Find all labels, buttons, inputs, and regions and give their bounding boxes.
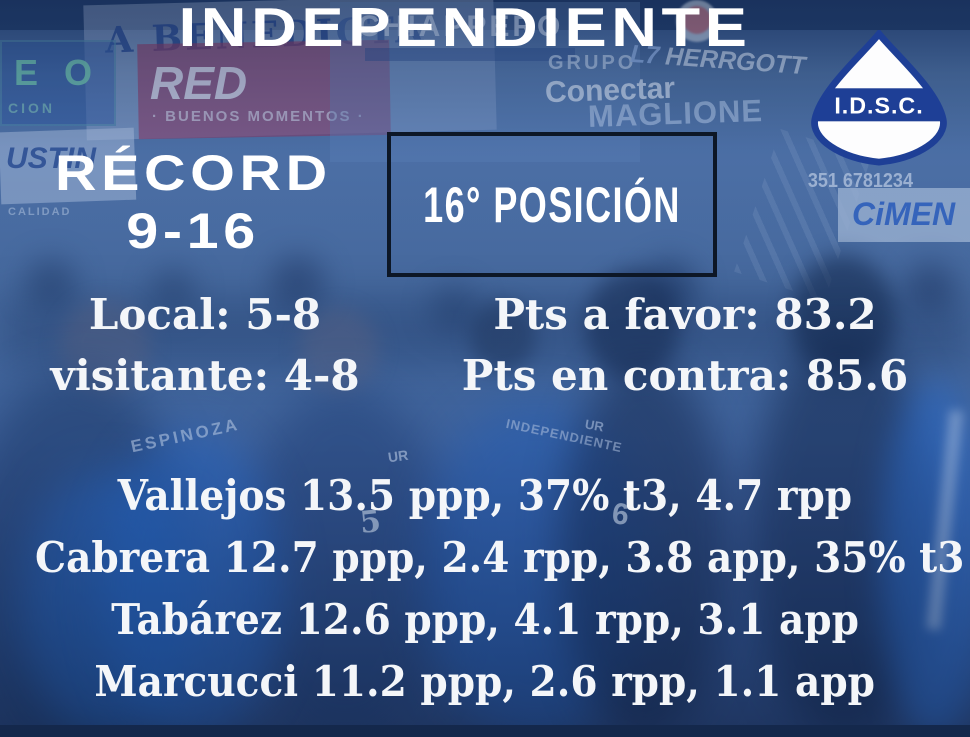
crowd-head <box>150 268 196 314</box>
sponsor-text-calidad: CALIDAD <box>8 206 72 218</box>
player-stat-line: Vallejos 13.5 ppp, 37% t3, 4.7 rpp <box>0 465 970 527</box>
team-logo-shape: I.D.S.C. <box>811 28 947 166</box>
top-dark-strip <box>0 0 970 30</box>
crowd-head <box>905 262 955 312</box>
sponsor-board-eo <box>0 40 116 126</box>
stat-local: Local: 5-8 <box>88 290 322 339</box>
player-head <box>470 300 536 372</box>
team-logo: I.D.S.C. <box>800 28 958 166</box>
player-stats: 12.6 ppp, 4.1 rpp, 3.1 app <box>295 595 859 644</box>
crowd-head <box>430 285 478 333</box>
sponsor-text-ustin: USTIN <box>6 142 96 175</box>
record-value: 9-16 <box>126 203 260 259</box>
sponsor-text-chiappero: CHIAPPERO <box>358 10 564 43</box>
player-name: Vallejos <box>117 471 287 520</box>
player-stats: 13.5 ppp, 37% t3, 4.7 rpp <box>300 471 853 520</box>
sponsor-text-grupo: GRUPO <box>548 52 637 74</box>
record-label: RÉCORD <box>54 145 332 201</box>
stat-pts-favor: Pts a favor: 83.2 <box>493 290 877 339</box>
crowd-head <box>270 255 325 310</box>
player-name: Cabrera <box>34 533 211 582</box>
team-logo-text: I.D.S.C. <box>834 93 923 119</box>
player-body <box>560 360 730 737</box>
player-jersey <box>100 430 285 737</box>
stat-pts-contra: Pts en contra: 85.6 <box>461 351 909 400</box>
crowd-head <box>25 258 77 310</box>
player-stats: 11.2 ppp, 2.6 rpp, 1.1 app <box>312 657 876 706</box>
sponsor-text-red: RED <box>150 57 248 109</box>
player-stats-list: Vallejos 13.5 ppp, 37% t3, 4.7 rpp Cabre… <box>0 465 970 713</box>
position-label: 16° POSICIÓN <box>423 176 681 233</box>
record-block: RÉCORD 9-16 <box>18 144 368 260</box>
stats-column-right: Pts a favor: 83.2 Pts en contra: 85.6 <box>440 284 930 406</box>
sponsor-text-cion: CION <box>8 100 55 116</box>
player-stat-line: Cabrera 12.7 ppp, 2.4 rpp, 3.8 app, 35% … <box>0 527 970 589</box>
sponsor-text-cimen: CiMEN <box>852 196 956 232</box>
player-head <box>300 308 378 392</box>
record-label-row: RÉCORD <box>18 144 368 202</box>
bottom-dark-strip <box>0 725 970 737</box>
player-name: Tabárez <box>111 595 282 644</box>
position-box: 16° POSICIÓN <box>387 132 717 277</box>
player-stats: 12.7 ppp, 2.4 rpp, 3.8 app, 35% t3 <box>223 533 965 582</box>
page-title: INDEPENDIENTE <box>0 0 930 55</box>
round-sponsor-logo-inner <box>683 6 711 34</box>
record-value-row: 9-16 <box>18 202 368 260</box>
stats-column-left: Local: 5-8 visitante: 4-8 <box>30 284 380 406</box>
player-stat-line: Marcucci 11.2 ppp, 2.6 rpp, 1.1 app <box>0 651 970 713</box>
player-stat-line: Tabárez 12.6 ppp, 4.1 rpp, 3.1 app <box>0 589 970 651</box>
sponsor-subline-chiappero <box>365 48 575 61</box>
title-text: INDEPENDIENTE <box>178 0 752 58</box>
sponsor-board-cimen <box>838 188 970 242</box>
stat-visitante: visitante: 4-8 <box>50 351 360 400</box>
player-name: Marcucci <box>94 657 299 706</box>
player-jersey <box>880 380 970 737</box>
sponsor-text-eo: E O <box>14 52 101 93</box>
sponsor-text-phone: 351 6781234 <box>808 170 913 192</box>
sponsor-text-buenos-momentos: · BUENOS MOMENTOS · <box>152 108 365 125</box>
